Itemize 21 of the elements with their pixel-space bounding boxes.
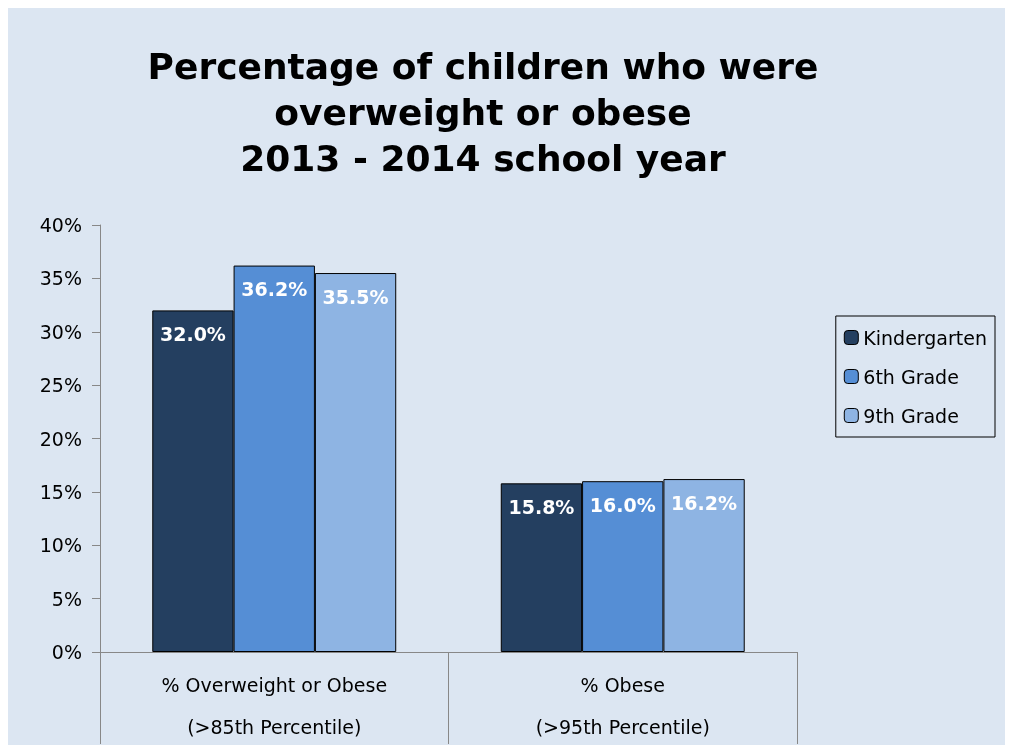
legend-label: 6th Grade <box>863 365 959 388</box>
legend-label: 9th Grade <box>863 404 959 427</box>
y-tick-label: 35% <box>39 267 82 290</box>
y-tick-label: 10% <box>39 534 82 557</box>
data-label: 16.2% <box>671 491 738 514</box>
data-label: 36.2% <box>241 278 308 301</box>
data-label: 15.8% <box>508 495 575 518</box>
chart-title: Percentage of children who were overweight or obese 2013 - 2014 school year <box>147 45 819 179</box>
y-tick-label: 40% <box>39 214 82 236</box>
y-tick-label: 25% <box>39 374 82 397</box>
legend-label: Kindergarten <box>863 326 988 349</box>
y-tick-label: 5% <box>51 587 82 610</box>
data-label: 32.0% <box>159 322 226 345</box>
x-tick-label: % Overweight or Obese (>85th Percentile) <box>161 673 388 738</box>
y-tick-label: 0% <box>51 641 82 663</box>
data-label: 35.5% <box>322 285 389 308</box>
data-label: 16.0% <box>589 493 656 516</box>
x-tick-label: % Obese (>95th Percentile) <box>535 673 710 738</box>
y-tick-label: 20% <box>39 427 82 450</box>
y-tick-label: 30% <box>39 320 82 343</box>
y-tick-label: 15% <box>39 480 82 503</box>
